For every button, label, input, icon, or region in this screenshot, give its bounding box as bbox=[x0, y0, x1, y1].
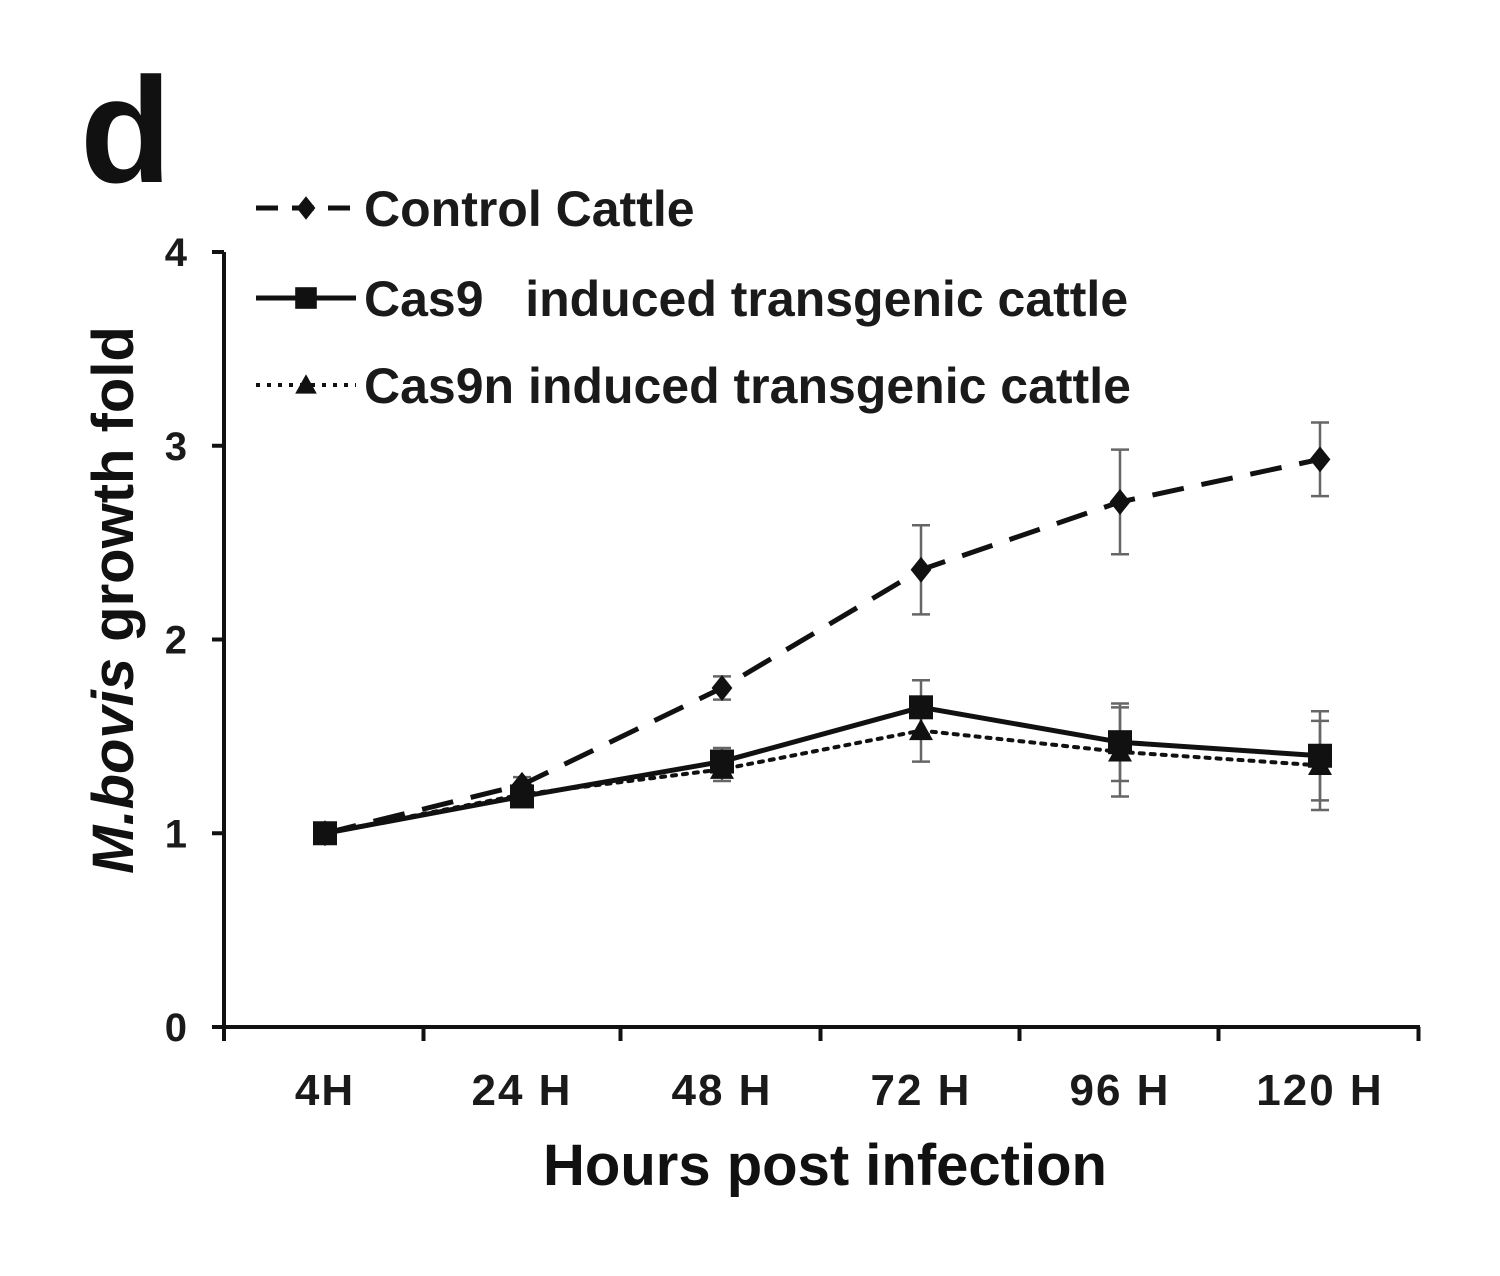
legend-label: Cas9 induced transgenic cattle bbox=[364, 271, 1128, 327]
data-point-triangle bbox=[710, 757, 734, 779]
data-point-triangle bbox=[1108, 739, 1132, 762]
series-line-3 bbox=[323, 728, 1322, 836]
error-bars bbox=[316, 421, 1329, 839]
series-lines bbox=[323, 456, 1322, 836]
data-point-diamond bbox=[910, 556, 932, 583]
x-tick-labels: 4H 24 H 48 H 72 H 96 H 120 H bbox=[295, 1066, 1383, 1115]
legend-label: Cas9n induced transgenic cattle bbox=[364, 358, 1131, 414]
data-point-square bbox=[909, 695, 933, 720]
y-tick-label: 4 bbox=[165, 231, 188, 275]
y-tick-label: 0 bbox=[165, 1006, 187, 1050]
x-tick-label: 4H bbox=[295, 1066, 355, 1115]
y-axis-label-rest: growth fold bbox=[81, 326, 146, 658]
y-tick-label: 3 bbox=[165, 425, 187, 469]
data-point-triangle bbox=[510, 782, 534, 805]
legend-label: Control Cattle bbox=[364, 181, 695, 237]
legend-marker-triangle bbox=[295, 374, 317, 394]
y-tick-labels: 0 1 2 3 4 bbox=[165, 231, 188, 1050]
series-markers bbox=[313, 446, 1332, 847]
x-axis-label: Hours post infection bbox=[543, 1133, 1107, 1198]
y-axis-label: M.bovis growth fold bbox=[81, 326, 146, 874]
x-tick-label: 48 H bbox=[672, 1066, 773, 1115]
data-point-diamond bbox=[711, 674, 733, 701]
legend: Control Cattle Cas9 induced transgenic ca… bbox=[256, 181, 1131, 414]
x-tick-label: 72 H bbox=[871, 1066, 972, 1115]
axes bbox=[212, 250, 1421, 1041]
x-tick-label: 24 H bbox=[472, 1066, 573, 1115]
series-line-2 bbox=[324, 704, 1321, 836]
y-tick-label: 1 bbox=[165, 812, 187, 856]
legend-marker-square bbox=[295, 287, 317, 309]
data-point-triangle bbox=[1308, 753, 1332, 776]
panel-label: d bbox=[80, 46, 172, 214]
series-line-1 bbox=[324, 456, 1321, 836]
data-point-triangle bbox=[313, 821, 337, 843]
y-tick-label: 2 bbox=[165, 619, 187, 663]
y-axis-label-italic: M.bovis bbox=[81, 658, 146, 874]
data-point-diamond bbox=[1109, 488, 1131, 515]
data-point-diamond bbox=[1309, 446, 1331, 473]
x-tick-label: 96 H bbox=[1070, 1066, 1171, 1115]
x-tick-label: 120 H bbox=[1256, 1066, 1383, 1115]
data-point-triangle bbox=[909, 718, 933, 741]
legend-marker-diamond bbox=[296, 196, 316, 220]
